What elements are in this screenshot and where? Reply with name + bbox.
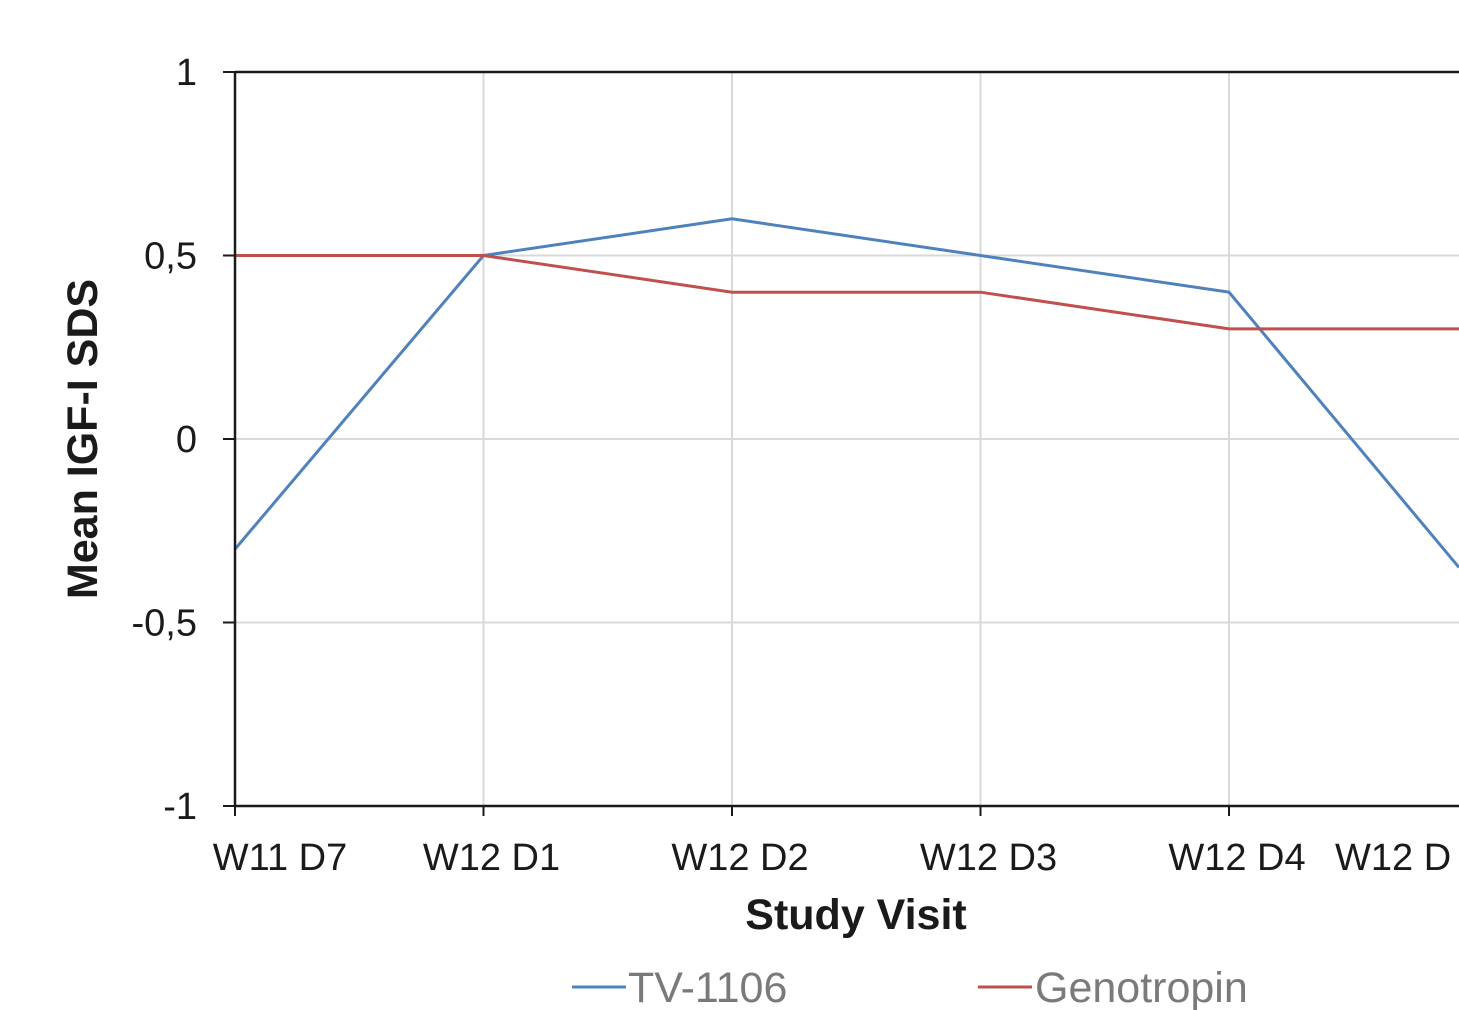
x-tick-label: W12 D4 [1168, 837, 1305, 879]
y-tick-label: 0,5 [144, 236, 197, 278]
series-line-genotropin [235, 254, 1459, 331]
y-tick-label: -1 [163, 786, 197, 828]
series-lines [233, 217, 1459, 569]
x-tick-label: W12 D2 [671, 837, 808, 879]
x-tick-label: W12 D1 [423, 837, 560, 879]
x-tick-label: W12 D [1335, 837, 1451, 879]
legend-label-genotropin: Genotropin [1035, 964, 1248, 1010]
y-tick-labels: 1 0,5 0 -0,5 -1 [132, 52, 235, 828]
y-tick-label: 0 [176, 419, 197, 461]
x-tick-labels: W11 D7 W12 D1 W12 D2 W12 D3 W12 D4 W12 D [213, 806, 1451, 879]
y-axis-title: Mean IGF-I SDS [59, 279, 107, 599]
x-tick-label: W11 D7 [213, 837, 347, 879]
legend-label-tv-1106: TV-1106 [628, 964, 787, 1010]
series-line-tv-1106 [233, 217, 1459, 569]
x-axis-title: Study Visit [745, 891, 966, 939]
y-tick-label: -0,5 [132, 603, 197, 645]
grid-lines [235, 72, 1459, 806]
x-tick-label: W12 D3 [920, 837, 1057, 879]
legend: TV-1106 Genotropin [572, 964, 1248, 1010]
y-tick-label: 1 [176, 52, 197, 94]
